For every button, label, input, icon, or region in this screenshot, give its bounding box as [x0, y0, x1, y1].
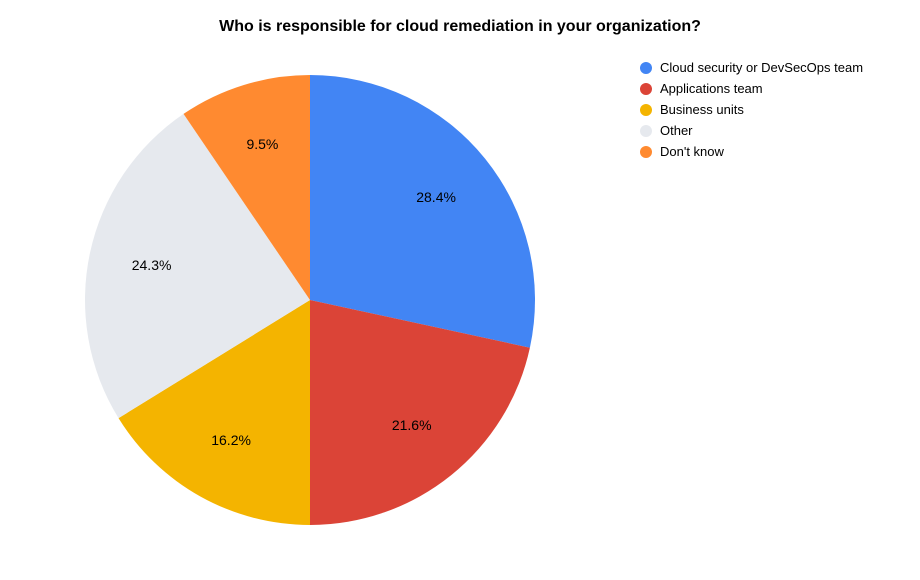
pie-slice: [310, 75, 535, 348]
slice-value-label: 28.4%: [416, 189, 456, 205]
legend-swatch: [640, 146, 652, 158]
pie-svg: 28.4% 21.6% 16.2% 24.3% 9.5%: [70, 60, 550, 540]
legend-item: Applications team: [640, 81, 900, 96]
pie-slices: [85, 75, 535, 525]
chart-title: Who is responsible for cloud remediation…: [0, 18, 920, 36]
legend-item: Business units: [640, 102, 900, 117]
slice-value-label: 9.5%: [246, 136, 278, 152]
legend-label: Other: [660, 123, 693, 138]
legend-swatch: [640, 125, 652, 137]
legend-label: Business units: [660, 102, 744, 117]
slice-value-label: 21.6%: [392, 417, 432, 433]
pie-area: 28.4% 21.6% 16.2% 24.3% 9.5%: [70, 60, 550, 540]
legend-label: Applications team: [660, 81, 763, 96]
slice-value-label: 24.3%: [132, 257, 172, 273]
legend-label: Cloud security or DevSecOps team: [660, 60, 863, 75]
pie-chart: Who is responsible for cloud remediation…: [0, 0, 920, 580]
legend-item: Other: [640, 123, 900, 138]
legend-swatch: [640, 62, 652, 74]
legend-swatch: [640, 104, 652, 116]
legend-item: Cloud security or DevSecOps team: [640, 60, 900, 75]
legend-label: Don't know: [660, 144, 724, 159]
legend: Cloud security or DevSecOps team Applicat…: [640, 60, 900, 165]
legend-swatch: [640, 83, 652, 95]
slice-value-label: 16.2%: [211, 432, 251, 448]
legend-item: Don't know: [640, 144, 900, 159]
